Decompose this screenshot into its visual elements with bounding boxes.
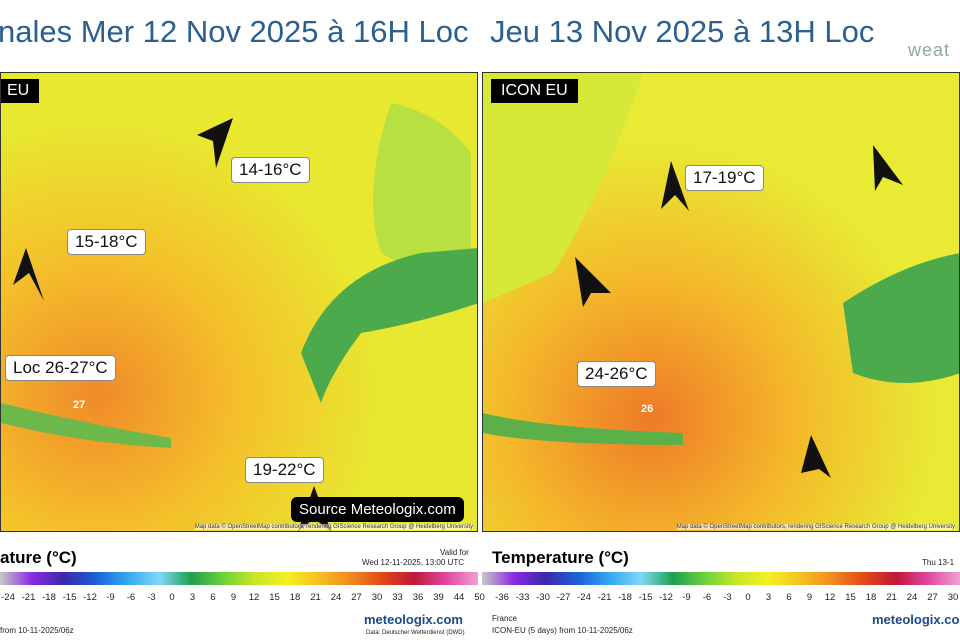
valid-label: Valid for [440, 548, 469, 557]
map-right: ICON EU 17-19°C 24-26°C 26 Map data © Op… [482, 72, 960, 532]
scale-label: 15 [845, 592, 856, 603]
model-label: EU [1, 79, 40, 103]
scale-label: -27 [556, 592, 571, 603]
valid-time: Wed 12-11-2025, 13:00 UTC [362, 558, 464, 567]
scale-label: -6 [702, 592, 712, 603]
scale-label: 27 [927, 592, 938, 603]
scale-label: -9 [106, 592, 115, 603]
map-canvas [1, 73, 477, 531]
temp-annotation: 17-19°C [685, 165, 764, 191]
region-label: France [492, 614, 517, 623]
attribution: Map data © OpenStreetMap contributors, r… [194, 524, 473, 530]
run-label: ICON-EU (5 days) from 10-11-2025/06z [492, 626, 633, 635]
scale-label: 44 [453, 592, 465, 603]
scale-label: 27 [351, 592, 362, 603]
scale-label: 6 [786, 592, 792, 603]
scale-label: -15 [62, 592, 77, 603]
scale-label: 39 [433, 592, 444, 603]
map-canvas [483, 73, 959, 531]
scale-label: 21 [886, 592, 897, 603]
legend-title: Temperature (°C) [492, 548, 629, 567]
source-label: Source Meteologix.com [291, 497, 464, 522]
right-title: Jeu 13 Nov 2025 à 13H Loc [490, 14, 875, 49]
color-bar [0, 572, 478, 585]
left-title: nales Mer 12 Nov 2025 à 16H Loc [0, 14, 469, 49]
scale-label: -21 [597, 592, 612, 603]
scale-label: 30 [947, 592, 959, 603]
scale-label: 50 [474, 592, 485, 603]
scale-label: 15 [269, 592, 280, 603]
scale-label: 9 [230, 592, 237, 603]
attribution: Map data © OpenStreetMap contributors, r… [676, 524, 955, 530]
temp-annotation: 19-22°C [245, 457, 324, 483]
scale-label: 18 [865, 592, 877, 603]
scale-label: -36 [495, 592, 509, 603]
scale-label: -24 [577, 592, 591, 603]
scale-label: 24 [906, 592, 918, 603]
data-source: Data: Deutscher Wetterdienst (DWD) [366, 630, 465, 636]
brand: meteologix.com [364, 612, 463, 627]
scale-label: 36 [412, 592, 424, 603]
scale-label: -15 [638, 592, 653, 603]
max-label: 27 [73, 399, 86, 411]
scale-label: 30 [371, 592, 383, 603]
scale-label: 21 [310, 592, 321, 603]
logo: weat [908, 40, 951, 60]
scale-label: 12 [248, 592, 260, 603]
max-label: 26 [641, 403, 654, 415]
scale-label: -18 [42, 592, 56, 603]
scale-label: 0 [169, 592, 175, 603]
scale-label: -9 [682, 592, 691, 603]
scale-label: -30 [536, 592, 550, 603]
brand: meteologix.com [872, 612, 960, 627]
scale-label: 12 [824, 592, 836, 603]
scale-label: -21 [21, 592, 36, 603]
temp-annotation: 14-16°C [231, 157, 310, 183]
map-left: EU 14-16°C 15-18°C Loc 26-27°C 19-22°C 2… [0, 72, 478, 532]
scale-label: -6 [126, 592, 136, 603]
scale-label: 0 [745, 592, 751, 603]
scale-label: 3 [189, 592, 196, 603]
temp-annotation: 15-18°C [67, 229, 146, 255]
run-label: from 10-11-2025/06z [0, 626, 74, 635]
temp-annotation: 24-26°C [577, 361, 656, 387]
scale-label: -24 [1, 592, 15, 603]
valid-time: Thu 13-1 [922, 558, 955, 567]
scale-label: -33 [515, 592, 530, 603]
scale-label: -12 [659, 592, 673, 603]
legend-title: ature (°C) [0, 548, 77, 567]
scale-label: 6 [210, 592, 216, 603]
temp-annotation: Loc 26-27°C [5, 355, 116, 381]
color-bar [482, 572, 960, 585]
scale-label: 9 [806, 592, 813, 603]
scale-label: 18 [289, 592, 301, 603]
scale-label: -18 [618, 592, 632, 603]
scale-label: 3 [765, 592, 772, 603]
model-label: ICON EU [491, 79, 578, 103]
scale-label: -3 [723, 592, 732, 603]
scale-label: 24 [330, 592, 342, 603]
scale-label: -3 [147, 592, 156, 603]
scale-label: 33 [392, 592, 403, 603]
scale-label: -12 [83, 592, 97, 603]
